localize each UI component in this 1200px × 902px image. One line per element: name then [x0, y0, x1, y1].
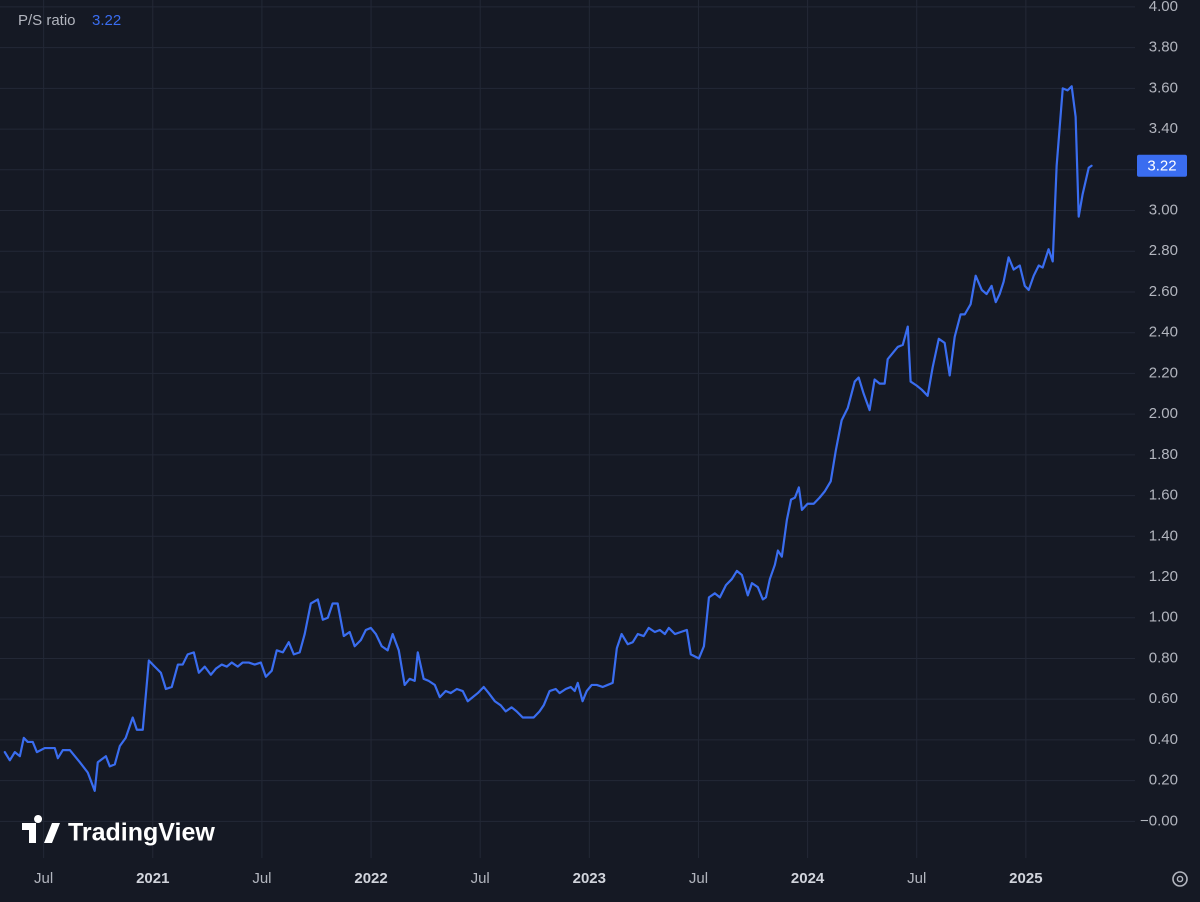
legend: P/S ratio 3.22	[18, 12, 121, 29]
logo-text: TradingView	[68, 819, 215, 847]
y-tick-label: 3.00	[1149, 201, 1178, 218]
x-tick-label: 2022	[354, 870, 387, 887]
y-tick-label: 0.20	[1149, 772, 1178, 789]
y-tick-label: 1.60	[1149, 487, 1178, 504]
y-tick-label: 1.80	[1149, 446, 1178, 463]
line-series	[3, 85, 1093, 792]
y-tick-label: 3.40	[1149, 120, 1178, 137]
x-tick-label: Jul	[252, 870, 271, 887]
settings-button[interactable]	[1172, 871, 1188, 887]
y-tick-label: 1.00	[1149, 609, 1178, 626]
logo-icon	[22, 815, 60, 843]
logo: TradingView	[22, 815, 215, 847]
legend-label: P/S ratio	[18, 12, 76, 29]
x-tick-label: 2023	[573, 870, 606, 887]
x-tick-label: Jul	[471, 870, 490, 887]
y-tick-label: 3.60	[1149, 79, 1178, 96]
last-value-box	[1137, 154, 1187, 177]
y-tick-label: 4.00	[1149, 0, 1178, 15]
last-value-label: 3.22	[1147, 158, 1176, 175]
settings-icon[interactable]	[1172, 871, 1188, 887]
grid	[0, 0, 1135, 858]
y-tick-label: −0.00	[1140, 812, 1178, 829]
x-tick-label: Jul	[907, 870, 926, 887]
y-tick-label: 2.60	[1149, 283, 1178, 300]
y-tick-label: 2.00	[1149, 405, 1178, 422]
y-tick-label: 0.80	[1149, 649, 1178, 666]
y-tick-label: 1.40	[1149, 527, 1178, 544]
x-tick-label: Jul	[689, 870, 708, 887]
y-tick-label: 2.20	[1149, 364, 1178, 381]
y-tick-label: 0.40	[1149, 731, 1178, 748]
plot	[3, 85, 1093, 792]
x-tick-label: Jul	[34, 870, 53, 887]
legend-value: 3.22	[92, 12, 121, 29]
settings-icon-center[interactable]	[1176, 875, 1184, 883]
y-tick-label: 0.60	[1149, 690, 1178, 707]
y-tick-label: 2.40	[1149, 324, 1178, 341]
x-tick-label: 2024	[791, 870, 825, 887]
x-tick-label: 2021	[136, 870, 169, 887]
y-tick-label: 1.20	[1149, 568, 1178, 585]
x-tick-label: 2025	[1009, 870, 1042, 887]
y-tick-label: 2.80	[1149, 242, 1178, 259]
y-tick-label: 3.80	[1149, 39, 1178, 56]
axes: −0.00 0.20 0.40 0.60 0.80 1.00 1.20 1.40 1.60 1.8…	[34, 0, 1187, 887]
